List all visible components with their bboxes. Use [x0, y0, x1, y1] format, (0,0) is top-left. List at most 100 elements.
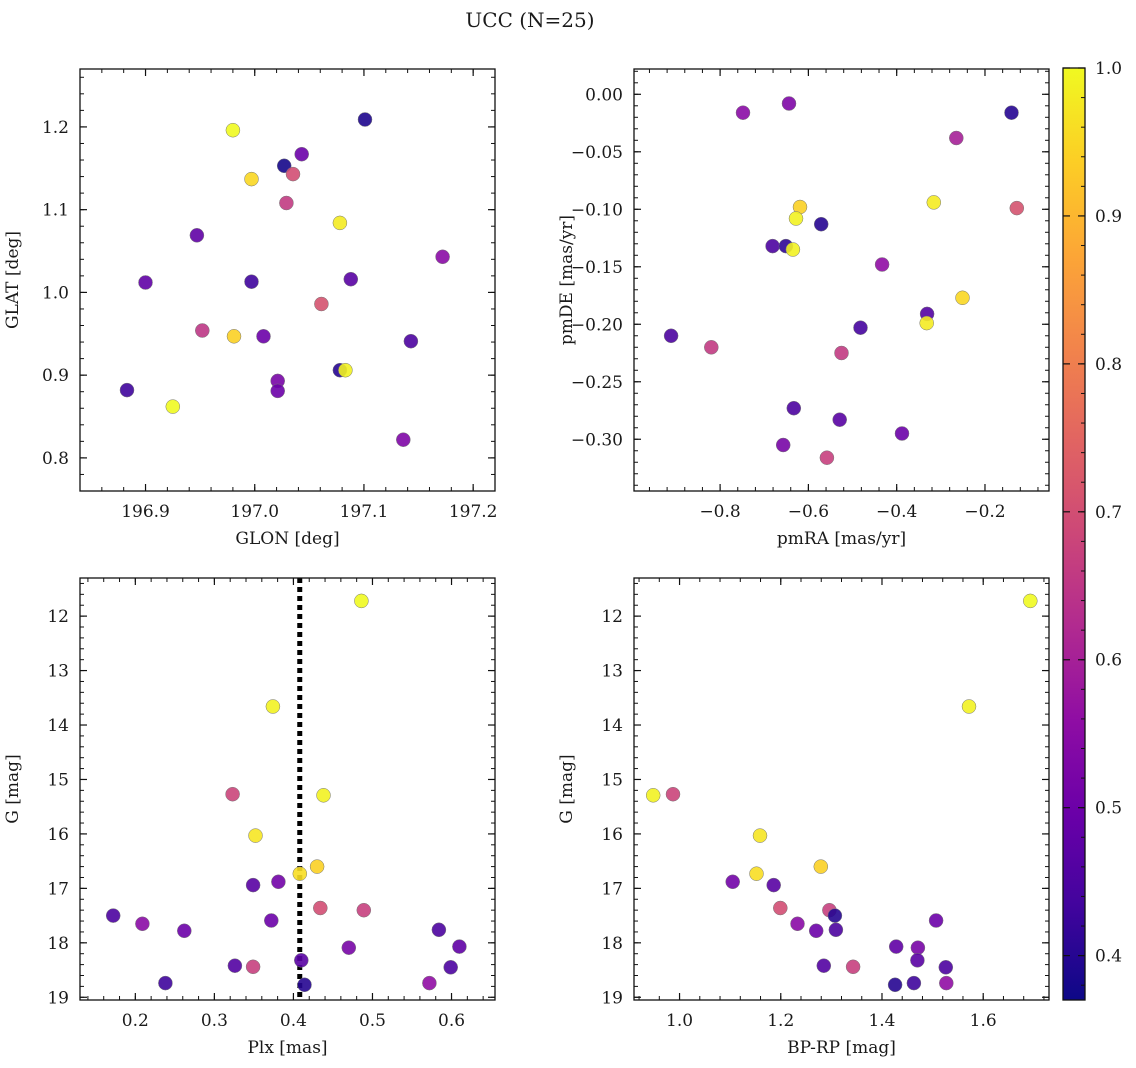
scatter-point [332, 215, 348, 231]
y-tick-label: 16 [47, 825, 69, 845]
scatter-point [292, 866, 308, 881]
scatter-point [887, 977, 903, 993]
x-tick-label: 0.5 [359, 1011, 386, 1031]
colorbar-tick-label: 0.9 [1095, 207, 1122, 227]
scatter-point [906, 975, 922, 991]
scatter-point [765, 238, 780, 254]
scatter-point [665, 786, 681, 802]
y-tick-label: −0.30 [571, 430, 623, 450]
scatter-point [443, 960, 458, 975]
x-tick-label: −0.4 [876, 502, 917, 522]
y-tick-label: −0.20 [571, 315, 623, 335]
scatter-point [786, 400, 802, 416]
x-tick-label: 197.1 [340, 502, 389, 522]
x-tick-label: 0.2 [122, 1011, 149, 1031]
scatter-point [245, 877, 261, 893]
y-axis-label: G [mag] [557, 754, 577, 823]
scatter-point [422, 975, 437, 991]
scatter-point [816, 958, 832, 973]
scatter-point [403, 333, 419, 349]
scatter-point [225, 122, 241, 138]
y-tick-label: 13 [601, 662, 623, 682]
scatter-point [813, 216, 829, 232]
scatter-point [189, 228, 205, 243]
x-tick-label: −0.6 [788, 502, 829, 522]
colorbar-tick-label: 0.8 [1095, 355, 1122, 375]
scatter-point [790, 916, 805, 932]
y-tick-label: 19 [47, 988, 69, 1008]
scatter-point [431, 922, 447, 938]
x-tick-label: 1.4 [868, 1011, 895, 1031]
scatter-point [819, 450, 835, 465]
scatter-point [955, 290, 970, 306]
scatter-point [265, 699, 281, 714]
scatter-point [663, 328, 679, 344]
axes-frame [79, 68, 496, 492]
y-tick-label: 0.9 [42, 366, 69, 386]
x-tick-label: 1.0 [666, 1011, 693, 1031]
scatter-point [1004, 105, 1019, 120]
scatter-point [704, 340, 719, 355]
scatter-point [832, 412, 847, 427]
x-tick-label: 197.0 [230, 502, 279, 522]
y-tick-label: 13 [47, 662, 69, 682]
y-tick-label: 15 [601, 770, 623, 790]
panel-bprp-g: 1.0 1.2 1.4 1.6 12 13 14 15 16 17 18 19 BP-RP [mag] G… [557, 577, 1050, 1058]
scatter-point [165, 399, 181, 414]
colorbar-tick-label: 0.7 [1095, 503, 1122, 523]
scatter-point [813, 859, 829, 874]
scatter-point [910, 953, 925, 968]
scatter-point [845, 959, 861, 975]
colorbar-frame [1062, 67, 1086, 1001]
y-tick-label: 17 [47, 879, 69, 899]
y-tick-label: 14 [601, 716, 623, 736]
x-tick-label: −0.2 [964, 502, 1005, 522]
x-tick-label: −0.8 [699, 502, 740, 522]
scatter-point [788, 211, 804, 226]
scatter-point [834, 345, 849, 361]
x-tick-label: 1.6 [970, 1011, 997, 1031]
scatter-point [827, 908, 843, 923]
scatter-point [244, 171, 259, 187]
axes-frame [633, 68, 1050, 492]
scatter-point [313, 900, 328, 916]
panel-plx-g: 0.2 0.3 0.4 0.5 0.6 12 13 14 15 16 17 18 19 Plx [mas]… [3, 577, 496, 1058]
scatter-point [105, 908, 121, 923]
colorbar: 0.4 0.5 0.6 0.7 0.8 0.9 1.0 [1062, 59, 1122, 1001]
x-tick-label: 197.2 [449, 502, 498, 522]
scatter-point [227, 958, 243, 973]
axes-frame [633, 577, 1050, 1001]
scatter-point [435, 249, 450, 265]
scatter-point [1023, 593, 1038, 609]
x-axis-label: BP-RP [mag] [787, 1038, 896, 1058]
scatter-point [828, 922, 844, 938]
scatter-point [248, 828, 263, 843]
scatter-panels: 196.9 197.0 197.1 197.2 0.8 0.9 1.0 1.1 1.2 GLON … [3, 68, 1050, 1058]
scatter-point [294, 146, 309, 162]
y-axis-label: pmDE [mas/yr] [557, 215, 577, 345]
scatter-point [928, 913, 944, 928]
y-tick-label: 0.8 [42, 449, 69, 469]
y-axis-label: GLAT [deg] [3, 231, 23, 329]
scatter-point [725, 874, 740, 890]
panel-glon-glat: 196.9 197.0 197.1 197.2 0.8 0.9 1.0 1.1 1.2 GLON … [3, 68, 498, 549]
figure-title: UCC (N=25) [465, 8, 594, 32]
colorbar-tick-label: 0.6 [1095, 651, 1122, 671]
y-tick-label: 15 [47, 770, 69, 790]
y-tick-label: 16 [601, 825, 623, 845]
scatter-point [735, 105, 751, 120]
scatter-point [256, 329, 271, 344]
scatter-point [781, 96, 797, 111]
x-axis-label: pmRA [mas/yr] [777, 529, 906, 549]
y-tick-label: 17 [601, 879, 623, 899]
y-axis-label: G [mag] [3, 754, 23, 823]
scatter-point [356, 902, 372, 918]
y-tick-label: 1.1 [42, 201, 69, 221]
scatter-point [225, 786, 240, 802]
scatter-point [119, 382, 135, 398]
y-tick-label: −0.25 [571, 373, 623, 393]
scatter-point [1009, 200, 1025, 216]
scatter-point [749, 866, 764, 881]
scatter-point [285, 166, 301, 182]
x-tick-label: 0.6 [438, 1011, 465, 1031]
